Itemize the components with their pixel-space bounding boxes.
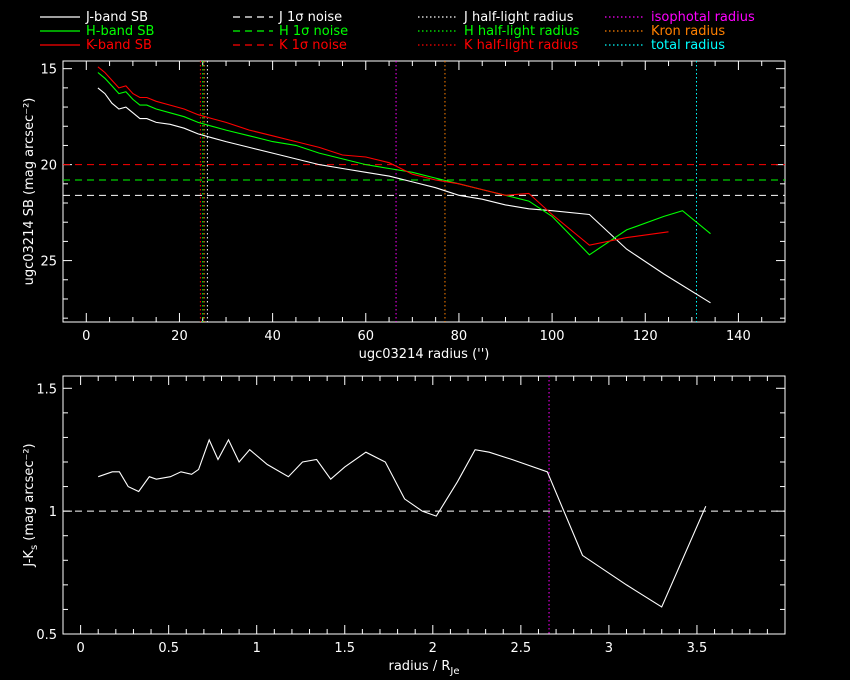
legend-label: K half-light radius: [464, 38, 578, 53]
y-tick-label: 1.5: [36, 382, 57, 397]
x-axis-label: ugc03214 radius (''): [359, 347, 490, 362]
y-axis-label: ugc03214 SB (mag arcsec⁻²): [22, 98, 37, 286]
color-profile-panel: 0 0.5 1 1.5 2 2.5 3 3.5 0.5 1 1.5 radius / RJe J-Ks …: [22, 375, 786, 677]
legend-label: K-band SB: [86, 38, 152, 53]
y-tick-label: 15: [40, 63, 57, 78]
y-axis-label: J-Ks (mag arcsec⁻²): [22, 443, 40, 567]
x-tick-label: 2: [429, 641, 437, 656]
series-line: [98, 438, 707, 608]
x-tick-label: 0.5: [158, 641, 179, 656]
x-tick-label: 40: [264, 329, 281, 344]
x-axis-label: radius / RJe: [389, 659, 460, 677]
y-axis-label-subscript: s: [29, 545, 40, 550]
x-tick-label: 100: [540, 329, 565, 344]
legend-label: H-band SB: [86, 24, 154, 39]
surface-brightness-panel: 0 20 40 60 80 100 120 140 15 20 25 ugc03214 radius …: [22, 60, 786, 362]
x-tick-label: 140: [726, 329, 751, 344]
y-tick-label: 1: [49, 505, 57, 520]
y-tick-label: 20: [40, 159, 57, 174]
y-tick-label: 25: [40, 255, 57, 270]
x-tick-label: 3.5: [687, 641, 708, 656]
legend-label: K 1σ noise: [279, 38, 347, 53]
x-tick-label: 2.5: [511, 641, 532, 656]
x-tick-label: 20: [171, 329, 188, 344]
x-axis-label-text: radius / R: [389, 659, 451, 674]
legend-label: J-band SB: [85, 10, 148, 25]
series-line: [97, 66, 669, 246]
legend-label: H 1σ noise: [279, 24, 348, 39]
series-line: [97, 87, 711, 304]
legend-label: total radius: [651, 38, 725, 53]
x-tick-label: 120: [633, 329, 658, 344]
plot-area: [63, 376, 785, 634]
x-tick-label: 0: [82, 329, 90, 344]
legend-label: isophotal radius: [651, 10, 755, 25]
x-tick-label: 3: [605, 641, 613, 656]
y-tick-label: 0.5: [36, 628, 57, 643]
x-tick-label: 1: [253, 641, 261, 656]
y-axis-label-text: J-K: [22, 550, 37, 568]
series-line: [97, 72, 711, 256]
legend-label: J half-light radius: [463, 10, 574, 25]
legend-label: H half-light radius: [464, 24, 580, 39]
x-tick-label: 80: [451, 329, 468, 344]
x-tick-label: 1.5: [334, 641, 355, 656]
plot-frame: [62, 375, 786, 635]
x-tick-label: 60: [358, 329, 375, 344]
x-tick-label: 0: [76, 641, 84, 656]
x-axis-label-subscript: Je: [449, 666, 459, 677]
y-axis-label-units: (mag arcsec⁻²): [22, 443, 37, 544]
legend-label: Kron radius: [651, 24, 725, 39]
legend-label: J 1σ noise: [278, 10, 342, 25]
plot-area: [63, 61, 785, 322]
plot-frame: [62, 60, 786, 323]
